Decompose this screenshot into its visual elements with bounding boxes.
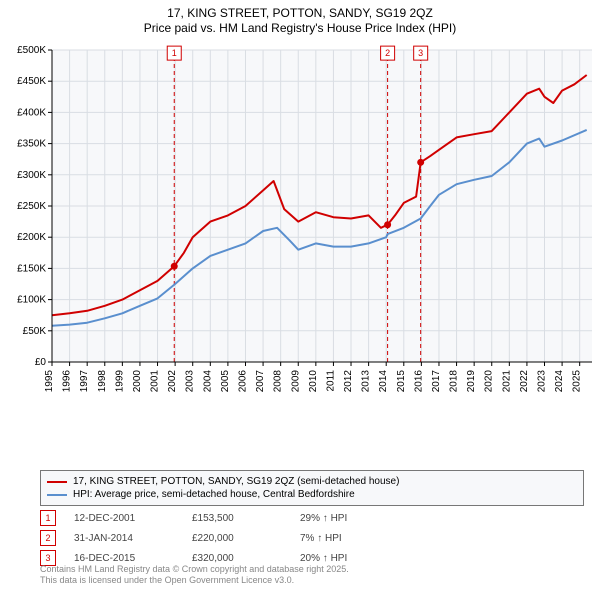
legend-item: HPI: Average price, semi-detached house,… <box>47 488 577 501</box>
svg-text:2012: 2012 <box>343 370 354 393</box>
legend-swatch <box>47 481 67 483</box>
event-date: 16-DEC-2015 <box>74 553 174 564</box>
svg-text:2003: 2003 <box>185 370 196 393</box>
title-line-2: Price paid vs. HM Land Registry's House … <box>0 21 600 36</box>
attribution-line-1: Contains HM Land Registry data © Crown c… <box>40 564 349 575</box>
svg-text:2011: 2011 <box>325 370 336 392</box>
attribution: Contains HM Land Registry data © Crown c… <box>40 564 349 587</box>
svg-text:1996: 1996 <box>62 370 73 393</box>
svg-text:2: 2 <box>385 48 390 58</box>
event-price: £153,500 <box>192 513 282 524</box>
svg-text:2004: 2004 <box>202 370 213 393</box>
svg-text:2002: 2002 <box>167 370 178 393</box>
svg-text:£250K: £250K <box>17 201 46 212</box>
event-price: £220,000 <box>192 533 282 544</box>
svg-text:2018: 2018 <box>449 370 460 393</box>
svg-text:1: 1 <box>172 48 177 58</box>
event-row: 1 12-DEC-2001 £153,500 29% ↑ HPI <box>40 508 410 528</box>
event-row: 2 31-JAN-2014 £220,000 7% ↑ HPI <box>40 528 410 548</box>
legend-item: 17, KING STREET, POTTON, SANDY, SG19 2QZ… <box>47 475 577 488</box>
events-table: 1 12-DEC-2001 £153,500 29% ↑ HPI 2 31-JA… <box>40 508 410 568</box>
svg-text:2007: 2007 <box>255 370 266 393</box>
legend: 17, KING STREET, POTTON, SANDY, SG19 2QZ… <box>40 470 584 506</box>
svg-text:2025: 2025 <box>572 370 583 393</box>
svg-text:£300K: £300K <box>17 170 46 181</box>
svg-text:1998: 1998 <box>97 370 108 393</box>
legend-swatch <box>47 494 67 496</box>
chart-title: 17, KING STREET, POTTON, SANDY, SG19 2QZ… <box>0 0 600 36</box>
chart-area: £0 £50K £100K £150K £200K £250K £300K £350K £400… <box>0 42 600 422</box>
svg-text:2008: 2008 <box>273 370 284 393</box>
event-marker-box: 2 <box>40 530 56 546</box>
svg-text:2010: 2010 <box>308 370 319 393</box>
title-line-1: 17, KING STREET, POTTON, SANDY, SG19 2QZ <box>0 6 600 21</box>
legend-label: HPI: Average price, semi-detached house,… <box>73 489 355 500</box>
svg-text:1999: 1999 <box>114 370 125 393</box>
svg-text:2014: 2014 <box>378 370 389 393</box>
svg-text:2006: 2006 <box>237 370 248 393</box>
event-delta: 7% ↑ HPI <box>300 533 410 544</box>
svg-text:2015: 2015 <box>396 370 407 393</box>
svg-text:2020: 2020 <box>484 370 495 393</box>
svg-text:£150K: £150K <box>17 263 46 274</box>
svg-text:2024: 2024 <box>554 370 565 393</box>
svg-text:2023: 2023 <box>537 370 548 393</box>
svg-text:2005: 2005 <box>220 370 231 393</box>
svg-text:2017: 2017 <box>431 370 442 393</box>
svg-text:2021: 2021 <box>501 370 512 393</box>
line-chart: £0 £50K £100K £150K £200K £250K £300K £350K £400… <box>0 42 600 422</box>
svg-text:1995: 1995 <box>44 370 55 393</box>
legend-label: 17, KING STREET, POTTON, SANDY, SG19 2QZ… <box>73 476 399 487</box>
event-date: 31-JAN-2014 <box>74 533 174 544</box>
svg-text:£400K: £400K <box>17 107 46 118</box>
svg-text:£100K: £100K <box>17 295 46 306</box>
event-delta: 29% ↑ HPI <box>300 513 410 524</box>
svg-text:2013: 2013 <box>361 370 372 393</box>
svg-text:2019: 2019 <box>466 370 477 393</box>
svg-text:2022: 2022 <box>519 370 530 393</box>
event-delta: 20% ↑ HPI <box>300 553 410 564</box>
event-marker-box: 1 <box>40 510 56 526</box>
svg-text:2000: 2000 <box>132 370 143 393</box>
event-date: 12-DEC-2001 <box>74 513 174 524</box>
svg-text:2001: 2001 <box>150 370 161 393</box>
attribution-line-2: This data is licensed under the Open Gov… <box>40 575 349 586</box>
event-price: £320,000 <box>192 553 282 564</box>
svg-text:1997: 1997 <box>79 370 90 393</box>
svg-text:2016: 2016 <box>413 370 424 393</box>
svg-text:£350K: £350K <box>17 139 46 150</box>
svg-text:£200K: £200K <box>17 232 46 243</box>
svg-text:£500K: £500K <box>17 45 46 56</box>
svg-text:£0: £0 <box>35 357 47 368</box>
svg-text:£50K: £50K <box>23 326 47 337</box>
svg-text:£450K: £450K <box>17 76 46 87</box>
svg-text:3: 3 <box>418 48 423 58</box>
svg-text:2009: 2009 <box>290 370 301 393</box>
